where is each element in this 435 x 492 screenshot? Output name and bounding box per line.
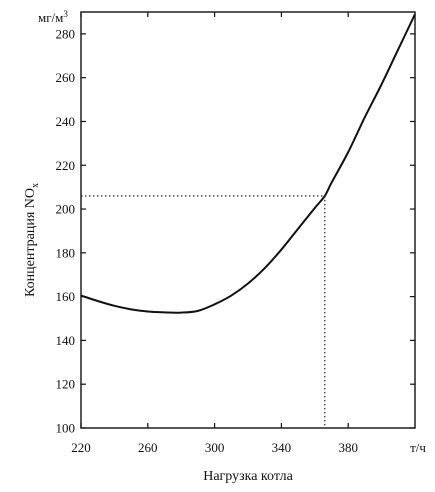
x-axis-title: Нагрузка котла	[203, 469, 293, 484]
y-tick-label: 180	[56, 245, 76, 260]
y-unit-text: мг/м	[38, 10, 63, 25]
y-tick-label: 160	[56, 289, 76, 304]
y-tick-label: 220	[56, 158, 76, 173]
nox-series-line	[80, 13, 416, 314]
y-unit-superscript: 3	[63, 9, 68, 19]
y-tick-label: 240	[56, 114, 76, 129]
y-tick-label: 260	[56, 70, 76, 85]
y-axis-title-subscript: x	[30, 183, 41, 188]
y-tick-label: 140	[56, 333, 76, 348]
x-tick-label: 220	[71, 440, 91, 455]
y-unit-label: мг/м3	[38, 9, 68, 25]
y-axis-title-text: Концентрация NO	[23, 188, 38, 297]
plot-frame	[80, 11, 416, 429]
x-tick-label: 260	[138, 440, 158, 455]
x-tick-label: 340	[272, 440, 292, 455]
guide-lines	[81, 195, 326, 428]
x-axis-ticks: 220 260 300 340 380	[71, 12, 358, 455]
x-unit-label: т/ч	[410, 440, 426, 455]
svg-text:Концентрация NOx: Концентрация NOx	[23, 183, 41, 297]
series-layer	[80, 13, 416, 314]
x-tick-label: 380	[338, 440, 358, 455]
y-axis-title: Концентрация NOx	[23, 183, 41, 297]
svg-text:мг/м3: мг/м3	[38, 9, 68, 25]
x-tick-label: 300	[205, 440, 225, 455]
y-tick-label: 280	[56, 26, 76, 41]
y-tick-label: 100	[56, 421, 76, 436]
y-tick-label: 200	[56, 202, 76, 217]
y-axis-ticks: 100 120 140 160 180 200 220 240 260 280	[56, 26, 415, 436]
y-tick-label: 120	[56, 377, 76, 392]
